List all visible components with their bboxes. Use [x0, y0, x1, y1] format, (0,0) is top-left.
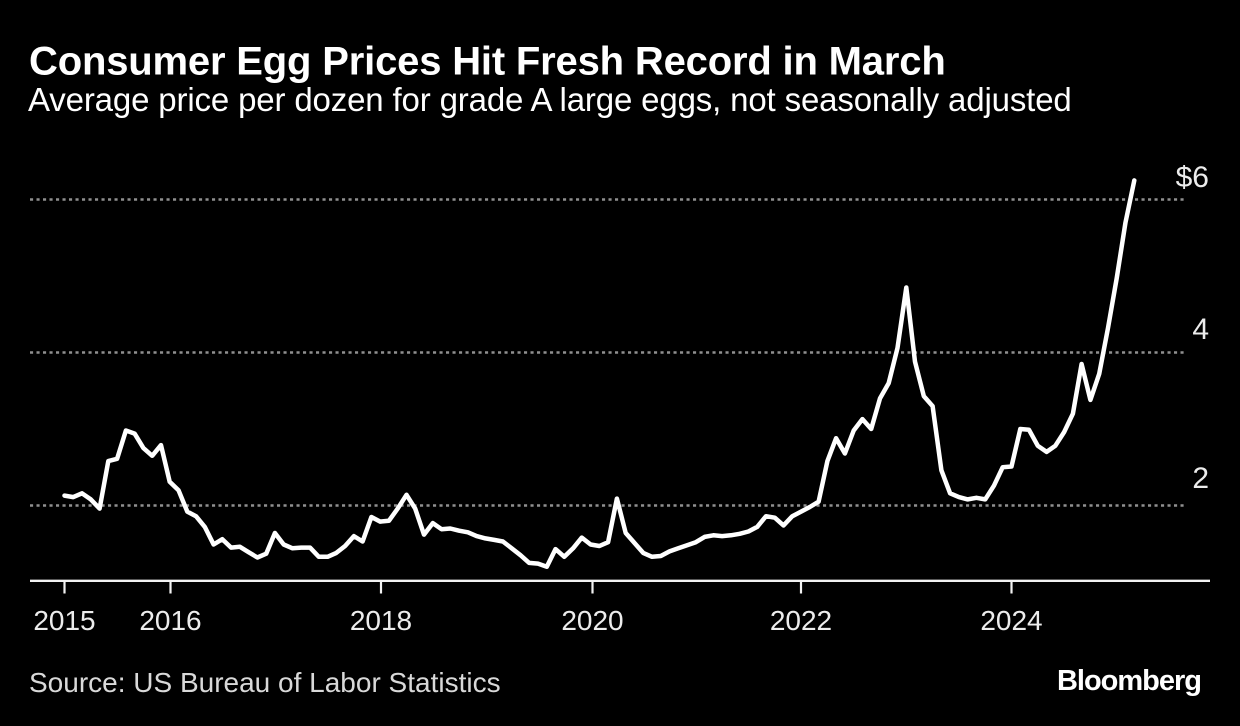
svg-text:Average price per dozen for gr: Average price per dozen for grade A larg… — [28, 81, 1072, 118]
svg-text:2024: 2024 — [980, 605, 1042, 636]
svg-text:2018: 2018 — [350, 605, 412, 636]
svg-text:2020: 2020 — [561, 605, 623, 636]
svg-text:Source: US Bureau of Labor Sta: Source: US Bureau of Labor Statistics — [29, 667, 501, 698]
svg-text:2: 2 — [1192, 462, 1209, 495]
svg-text:2022: 2022 — [770, 605, 832, 636]
svg-text:$6: $6 — [1176, 161, 1209, 194]
svg-text:Consumer Egg Prices Hit Fresh: Consumer Egg Prices Hit Fresh Record in … — [29, 40, 946, 84]
svg-text:2016: 2016 — [139, 605, 201, 636]
svg-text:2015: 2015 — [33, 605, 95, 636]
svg-text:Bloomberg: Bloomberg — [1057, 665, 1201, 697]
svg-text:4: 4 — [1192, 313, 1209, 346]
